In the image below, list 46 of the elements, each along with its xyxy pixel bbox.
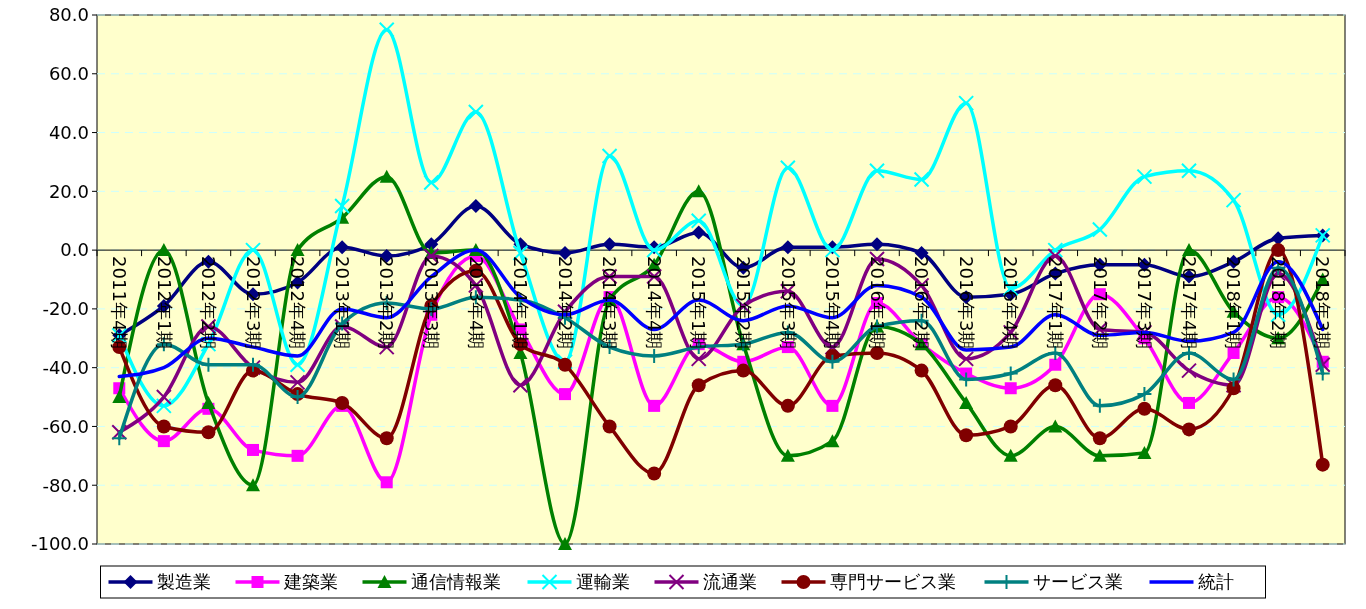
y-tick-label: 80.0 bbox=[48, 4, 89, 26]
x-tick-label: 2015年4期 bbox=[822, 256, 844, 350]
y-tick-label: -80.0 bbox=[42, 474, 89, 496]
x-tick-label: 2013年1期 bbox=[331, 256, 353, 350]
x-tick-label: 2016年4期 bbox=[1000, 256, 1022, 350]
y-tick-label: -20.0 bbox=[42, 298, 89, 320]
x-tick-label: 2012年1期 bbox=[153, 256, 175, 350]
x-tick-label: 2012年3期 bbox=[242, 256, 264, 350]
y-tick-label: 0.0 bbox=[60, 239, 89, 261]
x-tick-label: 2017年3期 bbox=[1134, 256, 1156, 350]
y-tick-label: -60.0 bbox=[42, 415, 89, 437]
x-tick-label: 2016年2期 bbox=[911, 256, 933, 350]
x-tick-label: 2014年2期 bbox=[554, 256, 576, 350]
x-tick-label: 2012年2期 bbox=[198, 256, 220, 350]
y-tick-label: 20.0 bbox=[48, 180, 89, 202]
legend-label: サービス業 bbox=[1032, 571, 1123, 593]
x-tick-label: 2012年4期 bbox=[287, 256, 309, 350]
y-tick-label: -100.0 bbox=[30, 533, 89, 555]
x-tick-label: 2013年3期 bbox=[420, 256, 442, 350]
x-tick-label: 2017年1期 bbox=[1044, 256, 1066, 350]
x-tick-label: 2013年2期 bbox=[376, 256, 398, 350]
x-tick-label: 2017年2期 bbox=[1089, 256, 1111, 350]
x-tick-label: 2017年4期 bbox=[1178, 256, 1200, 350]
x-tick-label: 2014年4期 bbox=[643, 256, 665, 350]
legend-label: 専門サービス業 bbox=[829, 571, 956, 593]
x-tick-label: 2018年1期 bbox=[1223, 256, 1245, 350]
x-tick-label: 2015年1期 bbox=[688, 256, 710, 350]
x-tick-label: 2016年3期 bbox=[955, 256, 977, 350]
legend-label: 流通業 bbox=[702, 571, 757, 593]
x-tick-label: 2016年1期 bbox=[866, 256, 888, 350]
x-tick-label: 2018年3期 bbox=[1312, 256, 1334, 350]
x-tick-label: 2011年4期 bbox=[108, 256, 130, 350]
legend-label: 運輸業 bbox=[575, 571, 630, 593]
y-tick-label: 40.0 bbox=[48, 121, 89, 143]
legend-label: 建築業 bbox=[282, 571, 338, 593]
y-tick-label: -40.0 bbox=[42, 356, 89, 378]
y-tick-label: 60.0 bbox=[48, 63, 89, 85]
x-tick-label: 2015年3期 bbox=[777, 256, 799, 350]
x-tick-label: 2013年4期 bbox=[465, 256, 487, 350]
x-tick-label: 2014年1期 bbox=[510, 256, 532, 350]
legend-label: 製造業 bbox=[156, 571, 211, 593]
x-tick-label: 2014年3期 bbox=[599, 256, 621, 350]
legend-label: 通信情報業 bbox=[410, 571, 501, 593]
x-tick-label: 2015年2期 bbox=[732, 256, 754, 350]
legend-label: 統計 bbox=[1197, 571, 1234, 593]
x-tick-label: 2018年2期 bbox=[1267, 256, 1289, 350]
